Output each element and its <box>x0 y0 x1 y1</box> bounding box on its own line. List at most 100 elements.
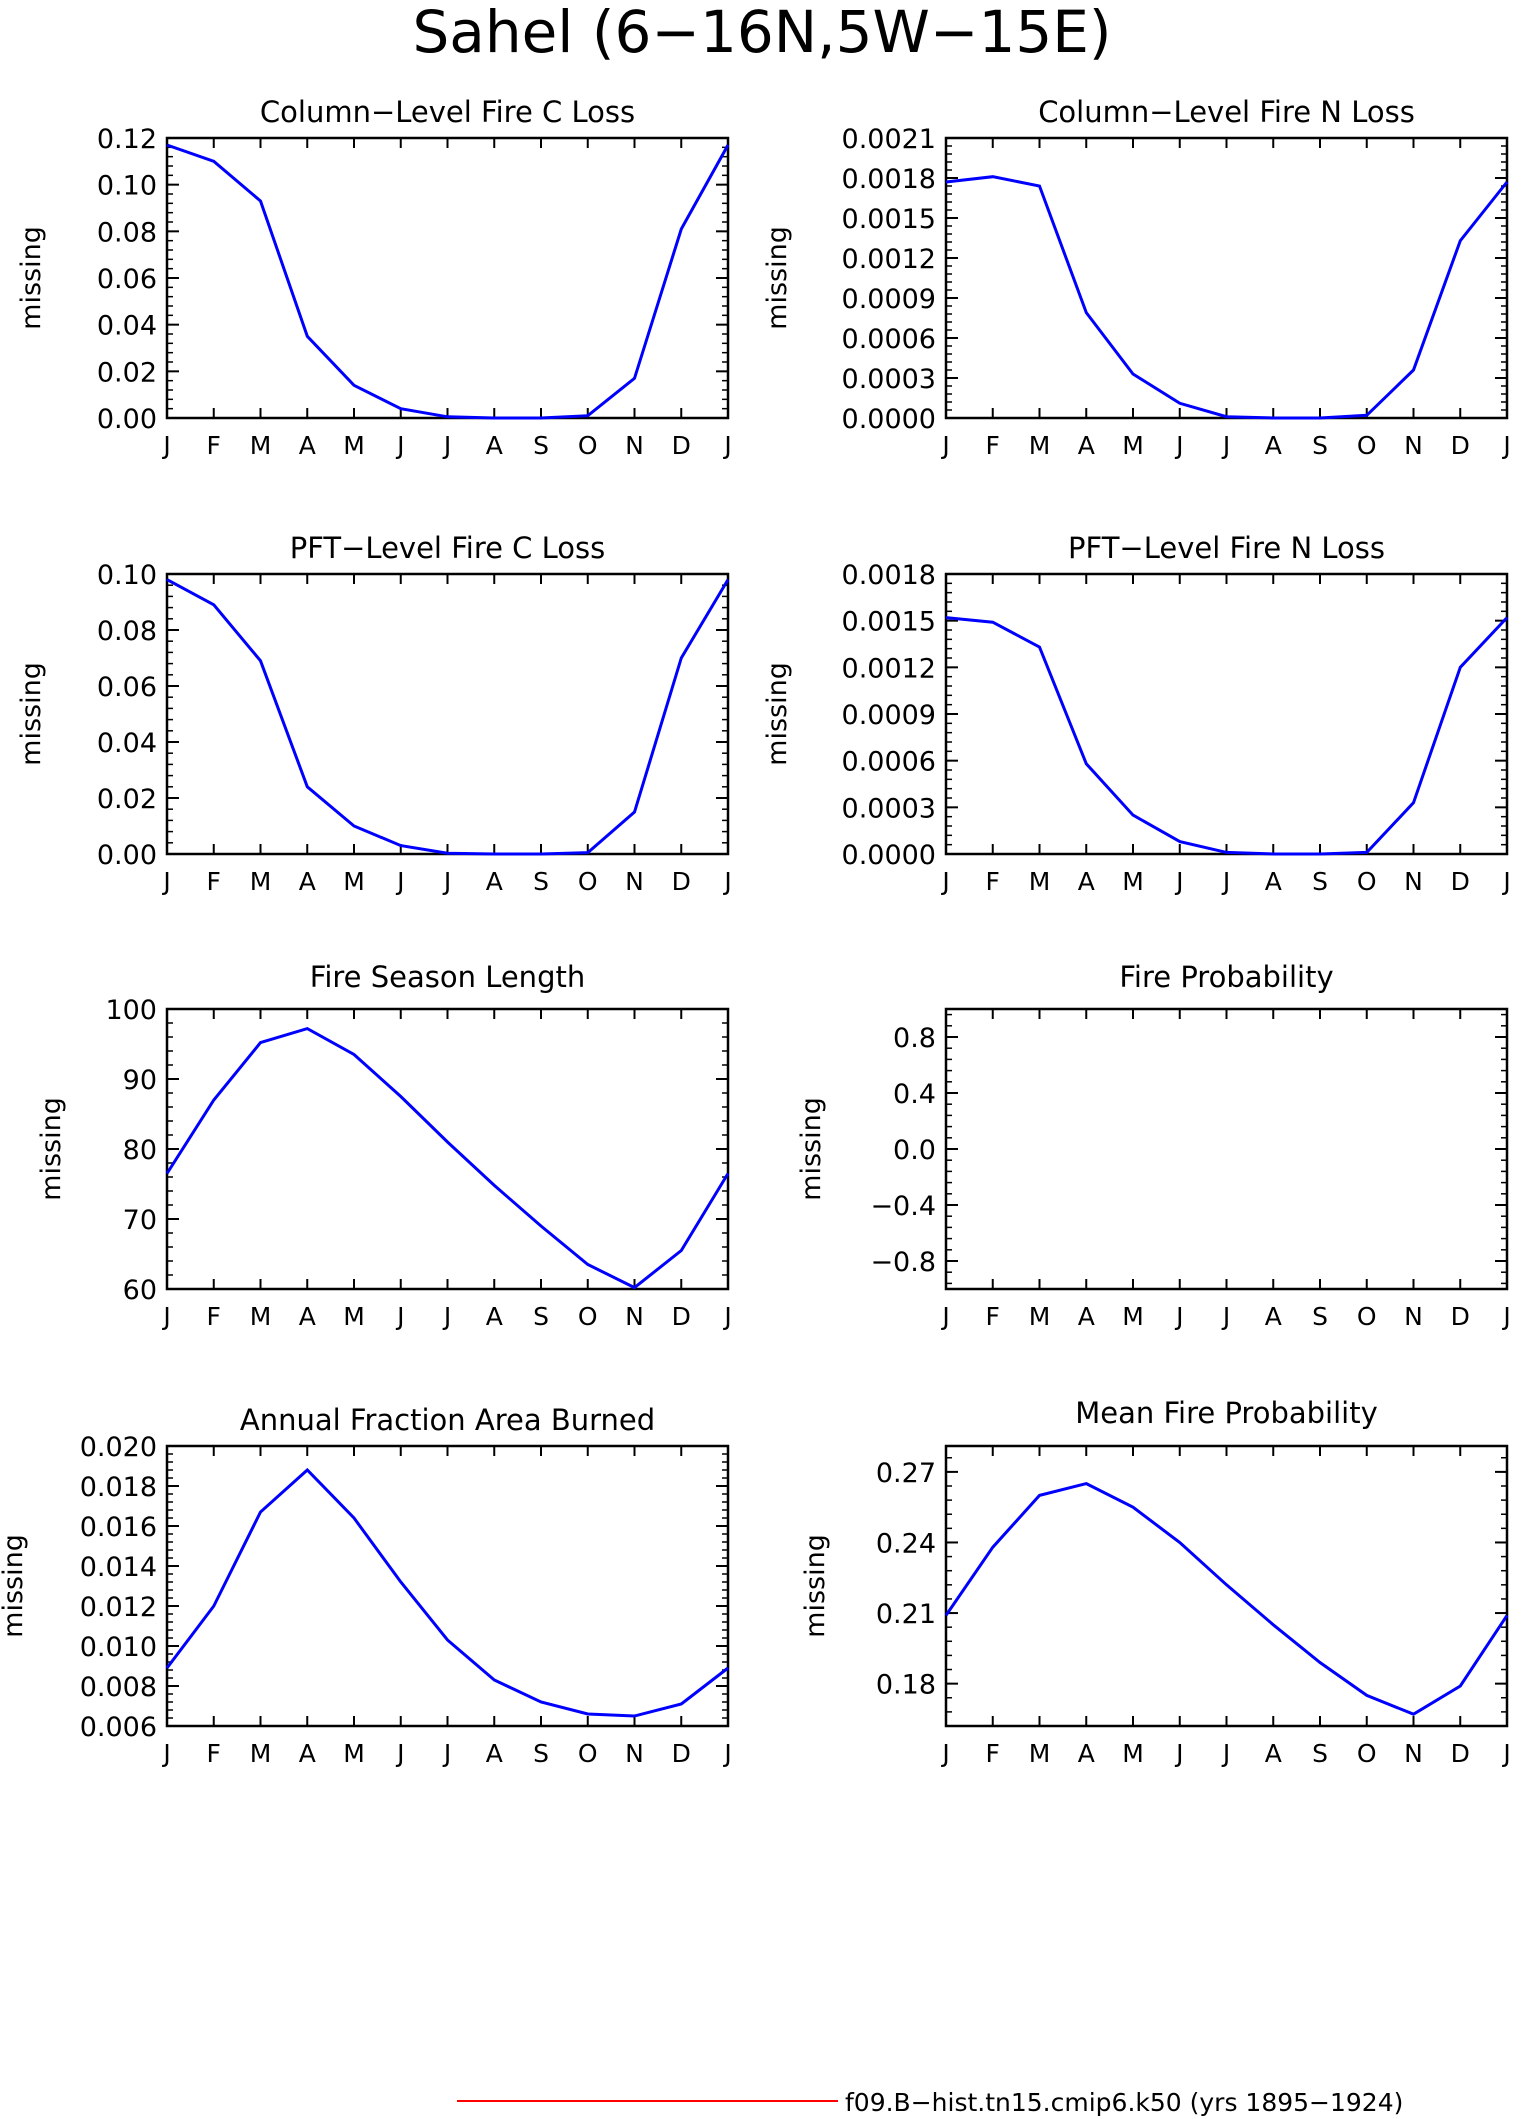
x-tick-label: J <box>442 1302 451 1331</box>
x-tick-label: A <box>1265 867 1282 896</box>
y-tick-label: 0.06 <box>97 672 157 703</box>
x-tick-label: F <box>986 867 1000 896</box>
chart-title: Fire Season Length <box>310 960 585 994</box>
y-tick-label: 0.4 <box>893 1079 936 1110</box>
y-tick-label: 0.08 <box>97 217 157 248</box>
x-tick-label: J <box>722 1302 731 1331</box>
y-tick-label: 0.8 <box>893 1023 936 1054</box>
y-tick-label: 0.00 <box>97 840 157 871</box>
x-tick-label: S <box>533 1302 549 1331</box>
y-tick-label: 0.0 <box>893 1135 936 1166</box>
plot-frame <box>944 572 1509 856</box>
y-axis-label: missing <box>762 226 793 330</box>
x-tick-label: S <box>1312 1302 1328 1331</box>
x-tick-label: A <box>1078 867 1095 896</box>
plot-frame <box>165 136 730 420</box>
plot-frame <box>165 1444 730 1728</box>
series-line <box>945 175 1509 420</box>
chart-title: Column−Level Fire N Loss <box>1038 95 1415 129</box>
y-tick-label: 0.018 <box>80 1472 157 1503</box>
footer-legend: f09.B−hist.tn15.cmip6.k50 (yrs 1895−1924… <box>457 2088 1403 2117</box>
x-tick-label: M <box>250 431 272 460</box>
x-tick-label: J <box>1501 867 1510 896</box>
x-tick-label: J <box>442 867 451 896</box>
x-tick-label: F <box>207 1302 221 1331</box>
x-tick-label: M <box>343 1302 365 1331</box>
x-tick-label: J <box>1501 1302 1510 1331</box>
x-tick-label: D <box>1451 431 1470 460</box>
y-tick-label: 0.016 <box>80 1512 157 1543</box>
x-tick-label: J <box>1221 1739 1230 1768</box>
x-tick-label: A <box>1265 431 1282 460</box>
x-tick-label: J <box>1174 1739 1183 1768</box>
x-tick-label: N <box>625 1739 644 1768</box>
x-tick-label: J <box>1501 431 1510 460</box>
x-tick-label: J <box>395 1739 404 1768</box>
x-tick-label: A <box>299 431 316 460</box>
x-tick-label: J <box>161 867 170 896</box>
x-tick-label: A <box>1078 1739 1095 1768</box>
y-tick-label: 0.08 <box>97 616 157 647</box>
x-tick-label: D <box>1451 1739 1470 1768</box>
chart-title: PFT−Level Fire C Loss <box>290 531 606 565</box>
y-tick-label: 0.0000 <box>842 840 936 871</box>
x-tick-label: N <box>1404 431 1423 460</box>
x-tick-label: M <box>250 1302 272 1331</box>
y-tick-label: 0.21 <box>876 1599 936 1630</box>
x-tick-label: A <box>1265 1302 1282 1331</box>
x-tick-label: O <box>1357 867 1377 896</box>
y-tick-label: 0.0015 <box>842 607 936 638</box>
y-tick-label: 0.0012 <box>842 244 936 275</box>
x-tick-label: F <box>986 1739 1000 1768</box>
x-tick-label: M <box>1122 1739 1144 1768</box>
y-tick-label: 0.020 <box>80 1432 157 1463</box>
chart-title: Column−Level Fire C Loss <box>260 95 635 129</box>
y-tick-label: 0.24 <box>876 1528 936 1559</box>
x-tick-label: S <box>533 867 549 896</box>
chart-title: Fire Probability <box>1119 960 1333 994</box>
x-tick-label: J <box>1221 867 1230 896</box>
x-tick-label: O <box>1357 1302 1377 1331</box>
y-tick-label: 0.0021 <box>842 124 936 155</box>
x-tick-label: N <box>1404 1739 1423 1768</box>
x-tick-label: N <box>625 431 644 460</box>
x-tick-label: M <box>1122 431 1144 460</box>
x-tick-label: J <box>722 431 731 460</box>
y-tick-label: 0.10 <box>97 560 157 591</box>
y-tick-label: 0.014 <box>80 1552 157 1583</box>
x-tick-label: D <box>672 867 691 896</box>
y-tick-label: 0.012 <box>80 1592 157 1623</box>
x-tick-label: D <box>1451 867 1470 896</box>
y-tick-label: −0.4 <box>870 1191 936 1222</box>
plot-frame <box>165 1007 730 1291</box>
x-tick-label: O <box>1357 431 1377 460</box>
x-tick-label: J <box>442 1739 451 1768</box>
y-tick-label: 0.04 <box>97 728 157 759</box>
x-tick-label: J <box>940 1739 949 1768</box>
x-tick-label: S <box>1312 1739 1328 1768</box>
x-tick-label: O <box>578 1739 598 1768</box>
x-tick-label: J <box>940 431 949 460</box>
series-line <box>165 1467 729 1718</box>
y-tick-label: 0.02 <box>97 357 157 388</box>
y-tick-label: 90 <box>123 1065 157 1096</box>
x-tick-label: N <box>625 867 644 896</box>
y-tick-label: 0.04 <box>97 311 157 342</box>
x-tick-label: M <box>343 867 365 896</box>
plot-frame <box>944 136 1509 420</box>
x-tick-label: D <box>672 431 691 460</box>
x-tick-label: J <box>722 867 731 896</box>
x-tick-label: M <box>343 1739 365 1768</box>
x-tick-label: F <box>986 431 1000 460</box>
y-tick-label: 0.12 <box>97 124 157 155</box>
x-tick-label: A <box>486 1302 503 1331</box>
x-tick-label: J <box>1221 1302 1230 1331</box>
x-tick-label: S <box>1312 431 1328 460</box>
y-tick-label: 0.27 <box>876 1458 936 1489</box>
y-tick-label: 0.0018 <box>842 560 936 591</box>
